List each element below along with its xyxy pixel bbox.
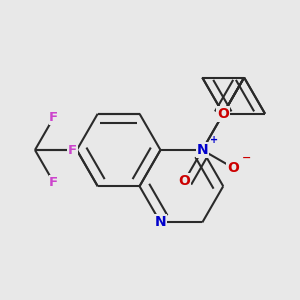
Text: F: F [49, 176, 58, 189]
Text: F: F [68, 143, 77, 157]
Text: O: O [178, 174, 190, 188]
Text: O: O [217, 107, 229, 121]
Text: N: N [154, 215, 166, 230]
Text: +: + [210, 135, 218, 146]
Text: N: N [196, 143, 208, 157]
Text: O: O [227, 161, 239, 175]
Text: −: − [242, 153, 251, 163]
Text: F: F [49, 111, 58, 124]
